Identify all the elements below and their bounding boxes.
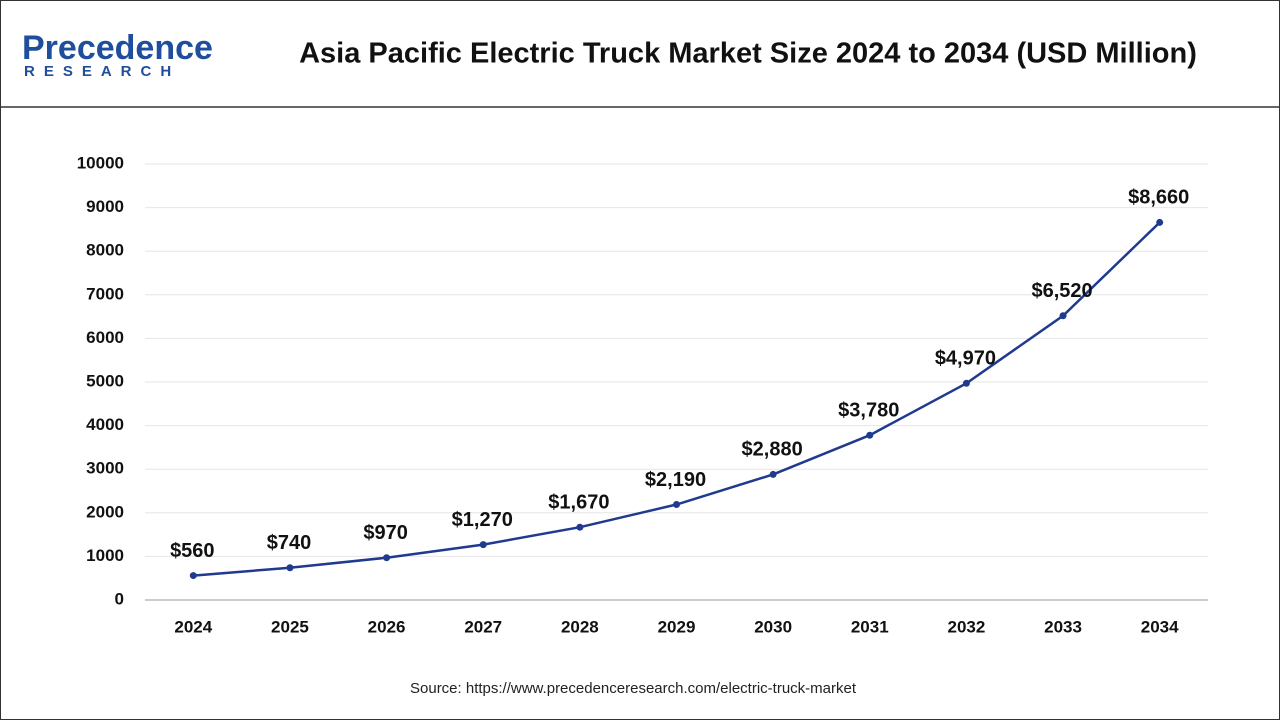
point <box>479 541 487 549</box>
y-tick-label: 3000 <box>86 459 124 478</box>
x-tick-label: 2029 <box>658 617 696 636</box>
value-label: $2,880 <box>742 439 803 461</box>
y-tick-label: 9000 <box>86 197 124 216</box>
x-tick-label: 2027 <box>464 617 502 636</box>
value-label: $6,520 <box>1031 280 1092 302</box>
point <box>1156 218 1164 226</box>
value-label: $3,780 <box>838 399 899 421</box>
value-label: $2,190 <box>645 469 706 491</box>
value-label: $740 <box>267 532 312 554</box>
y-tick-label: 0 <box>115 589 124 608</box>
chart-title: Asia Pacific Electric Truck Market Size … <box>299 38 1197 70</box>
point <box>576 523 584 531</box>
y-tick-label: 10000 <box>77 153 124 172</box>
value-label: $1,670 <box>548 491 609 513</box>
x-tick-label: 2028 <box>561 617 599 636</box>
x-tick-label: 2026 <box>368 617 406 636</box>
value-label: $8,660 <box>1128 187 1189 209</box>
point <box>866 431 874 439</box>
y-tick-label: 1000 <box>86 546 124 565</box>
y-tick-label: 2000 <box>86 502 124 521</box>
y-tick-label: 6000 <box>86 328 124 347</box>
point <box>383 554 391 562</box>
point <box>1059 312 1067 320</box>
x-tick-label: 2031 <box>851 617 889 636</box>
point <box>673 501 680 509</box>
value-label: $4,970 <box>935 348 996 370</box>
logo-tagline: RESEARCH <box>24 63 180 80</box>
x-tick-label: 2025 <box>271 617 309 636</box>
y-tick-label: 8000 <box>86 241 124 260</box>
x-tick-label: 2033 <box>1044 617 1082 636</box>
logo-name: Precedence <box>22 29 213 67</box>
point <box>189 572 197 580</box>
point <box>769 470 777 478</box>
value-label: $970 <box>363 522 408 544</box>
source: Source: https://www.precedenceresearch.c… <box>410 680 857 697</box>
point <box>962 379 970 387</box>
x-tick-label: 2030 <box>754 617 792 636</box>
x-tick-label: 2034 <box>1141 617 1179 636</box>
y-tick-label: 5000 <box>86 371 124 390</box>
y-tick-label: 7000 <box>86 284 124 303</box>
point <box>286 564 294 572</box>
value-label: $1,270 <box>452 509 513 531</box>
y-tick-label: 4000 <box>86 415 124 434</box>
value-label: $560 <box>170 540 215 562</box>
x-tick-label: 2024 <box>174 617 212 636</box>
x-tick-label: 2032 <box>947 617 985 636</box>
